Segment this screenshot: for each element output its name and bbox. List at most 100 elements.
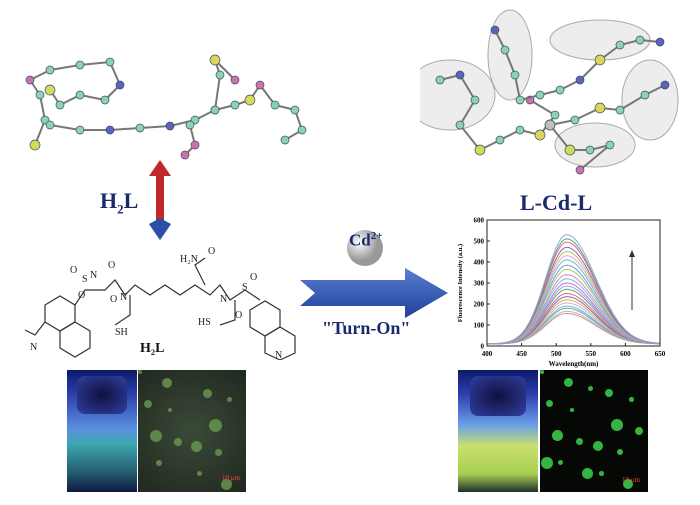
x-axis-label: Wavelength(nm) bbox=[549, 360, 599, 368]
x-tick-label: 600 bbox=[620, 350, 631, 358]
atom bbox=[455, 120, 465, 130]
atom bbox=[470, 95, 480, 105]
atom bbox=[185, 120, 195, 130]
bond bbox=[459, 99, 476, 126]
atom bbox=[515, 125, 525, 135]
atom bbox=[44, 84, 56, 96]
cell-spot bbox=[174, 438, 182, 446]
cell-spot bbox=[191, 441, 202, 452]
cell-spot bbox=[546, 400, 554, 408]
atom bbox=[165, 121, 175, 131]
atom bbox=[270, 100, 280, 110]
svg-text:O: O bbox=[70, 265, 77, 276]
atom bbox=[230, 75, 240, 85]
cell-spot bbox=[138, 370, 142, 374]
atom bbox=[75, 60, 85, 70]
cell-spot bbox=[576, 438, 584, 446]
cell-spot bbox=[564, 378, 573, 387]
atom bbox=[515, 95, 525, 105]
cell-spot bbox=[588, 386, 594, 392]
cell-spot bbox=[611, 419, 623, 431]
y-tick-label: 600 bbox=[474, 217, 485, 225]
x-tick-label: 400 bbox=[482, 350, 493, 358]
atom bbox=[594, 54, 606, 66]
y-tick-label: 100 bbox=[474, 322, 485, 330]
cell-spot bbox=[156, 460, 162, 466]
y-tick-label: 0 bbox=[481, 343, 485, 351]
atom bbox=[255, 80, 265, 90]
cell-spot bbox=[227, 397, 232, 402]
svg-text:O: O bbox=[108, 260, 115, 271]
surface-blob bbox=[420, 59, 496, 131]
spectrum-curve bbox=[487, 259, 660, 345]
atom bbox=[180, 150, 190, 160]
svg-text:O: O bbox=[110, 294, 117, 305]
cell-spot bbox=[162, 378, 172, 388]
atom bbox=[615, 105, 625, 115]
cell-spot bbox=[197, 471, 202, 476]
atom bbox=[297, 125, 307, 135]
atom bbox=[575, 75, 585, 85]
double-arrow-icon bbox=[149, 160, 171, 240]
atom bbox=[45, 65, 55, 75]
bond bbox=[459, 74, 476, 101]
spectrum-curve bbox=[487, 255, 660, 345]
cadmium-ion-sphere bbox=[347, 230, 383, 266]
atom bbox=[105, 57, 115, 67]
atom bbox=[660, 80, 670, 90]
bond bbox=[504, 49, 516, 76]
atom bbox=[615, 40, 625, 50]
atom bbox=[564, 144, 576, 156]
cell-spot bbox=[552, 430, 563, 441]
svg-text:H₂N: H₂N bbox=[180, 254, 198, 265]
cell-spot bbox=[168, 408, 172, 412]
atom bbox=[550, 110, 560, 120]
atom bbox=[209, 54, 221, 66]
atom bbox=[100, 95, 110, 105]
vial-photo-before bbox=[67, 370, 137, 492]
cell-spot bbox=[617, 449, 624, 456]
cell-spot bbox=[144, 400, 152, 408]
cell-spot bbox=[215, 449, 222, 456]
spectrum-curve bbox=[487, 234, 660, 345]
ligand-3d-model bbox=[25, 54, 307, 160]
svg-text:N: N bbox=[90, 270, 97, 281]
bond bbox=[79, 61, 111, 66]
ion-charge: 2+ bbox=[370, 230, 383, 242]
surface-blob bbox=[621, 59, 679, 141]
atom bbox=[210, 105, 220, 115]
svg-text:N: N bbox=[30, 342, 37, 353]
reaction-arrow-icon bbox=[300, 268, 448, 318]
increase-arrow-head bbox=[629, 250, 635, 257]
atom bbox=[135, 123, 145, 133]
y-tick-label: 300 bbox=[474, 280, 485, 288]
atom bbox=[244, 94, 256, 106]
cell-spot bbox=[599, 471, 604, 476]
atom bbox=[55, 100, 65, 110]
bond bbox=[109, 127, 141, 131]
spectrum-curve bbox=[486, 282, 660, 345]
x-tick-label: 550 bbox=[586, 350, 597, 358]
bond bbox=[214, 74, 221, 111]
atom bbox=[570, 115, 580, 125]
atom bbox=[575, 165, 585, 175]
bond bbox=[139, 125, 171, 129]
cell-spot bbox=[593, 441, 603, 451]
scale-bar-label: 10 μm bbox=[622, 476, 640, 484]
surface-blob bbox=[554, 122, 636, 168]
atom bbox=[75, 125, 85, 135]
atom bbox=[594, 102, 606, 114]
ion-symbol: Cd bbox=[349, 230, 371, 250]
svg-text:S: S bbox=[242, 282, 248, 293]
bond bbox=[49, 64, 81, 71]
svg-text:N: N bbox=[120, 292, 127, 303]
atom bbox=[534, 129, 546, 141]
turn-on-label: "Turn-On" bbox=[322, 318, 411, 338]
atom bbox=[500, 45, 510, 55]
cell-spot bbox=[558, 460, 564, 466]
atom bbox=[605, 140, 615, 150]
cell-spot bbox=[209, 419, 222, 432]
x-tick-label: 500 bbox=[551, 350, 562, 358]
atom bbox=[75, 90, 85, 100]
